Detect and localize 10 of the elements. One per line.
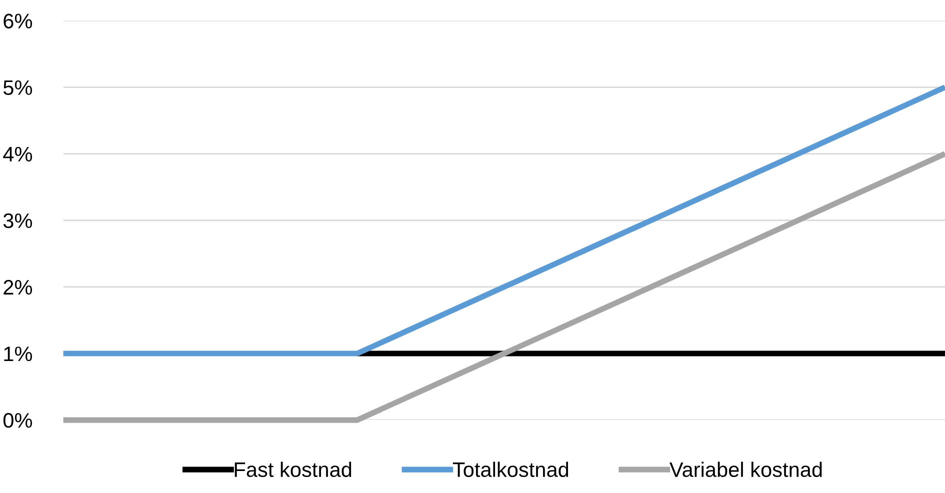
legend-label: Variabel kostnad [669, 462, 822, 478]
y-tick-label: 5% [3, 80, 32, 96]
y-tick-label: 4% [3, 146, 32, 162]
y-tick-label: 6% [4, 14, 32, 28]
y-tick-label: 2% [4, 280, 32, 295]
legend-label: Fast kostnad [234, 462, 352, 478]
legend-label: Totalkostnad [452, 462, 568, 478]
y-tick-label: 1% [4, 346, 32, 362]
y-tick-label: 0% [3, 413, 32, 428]
y-tick-label: 3% [3, 213, 32, 228]
